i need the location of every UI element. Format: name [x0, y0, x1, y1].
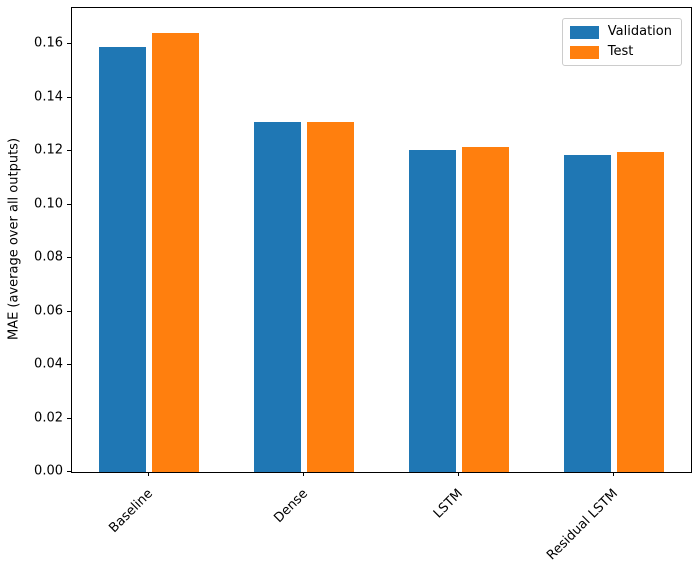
validation-color-swatch: [569, 25, 599, 39]
y-tick-mark: [67, 471, 71, 472]
bar-test-residual-lstm: [616, 152, 664, 472]
bar-test-lstm: [461, 147, 509, 472]
bar-validation-lstm: [408, 150, 456, 472]
y-tick-mark: [67, 204, 71, 205]
y-tick-label: 0.06: [34, 303, 63, 319]
bar-test-baseline: [152, 33, 200, 472]
x-tick-mark: [613, 472, 614, 476]
legend-label-test: Test: [607, 44, 634, 59]
plot-area: Validation Test: [71, 7, 692, 473]
legend-item-validation: Validation: [569, 24, 672, 39]
x-tick-mark: [303, 472, 304, 476]
y-tick-label: 0.14: [34, 89, 63, 105]
test-color-swatch: [569, 45, 599, 59]
bar-validation-dense: [254, 122, 302, 472]
y-tick-label: 0.08: [34, 249, 63, 265]
y-tick-mark: [67, 43, 71, 44]
y-tick-label: 0.02: [34, 410, 63, 426]
bar-validation-baseline: [99, 47, 147, 472]
y-tick-mark: [67, 364, 71, 365]
bar-validation-residual-lstm: [563, 155, 611, 472]
y-tick-mark: [67, 150, 71, 151]
bar-test-dense: [307, 122, 355, 472]
y-tick-label: 0.16: [34, 35, 63, 51]
y-tick-mark: [67, 311, 71, 312]
y-axis-label: MAE (average over all outputs): [6, 137, 22, 341]
x-tick-label-dense: Dense: [271, 486, 311, 526]
y-tick-label: 0.12: [34, 142, 63, 158]
legend-label-validation: Validation: [607, 24, 672, 39]
legend: Validation Test: [561, 18, 682, 66]
x-tick-label-baseline: Baseline: [106, 486, 156, 536]
y-tick-mark: [67, 257, 71, 258]
x-tick-label-residual-lstm: Residual LSTM: [544, 486, 621, 564]
x-tick-mark: [148, 472, 149, 476]
y-tick-label: 0.10: [34, 196, 63, 212]
x-tick-mark: [458, 472, 459, 476]
legend-item-test: Test: [569, 44, 672, 59]
y-tick-mark: [67, 97, 71, 98]
y-tick-mark: [67, 418, 71, 419]
y-tick-label: 0.00: [34, 463, 63, 479]
x-tick-label-lstm: LSTM: [430, 486, 466, 522]
y-tick-label: 0.04: [34, 356, 63, 372]
